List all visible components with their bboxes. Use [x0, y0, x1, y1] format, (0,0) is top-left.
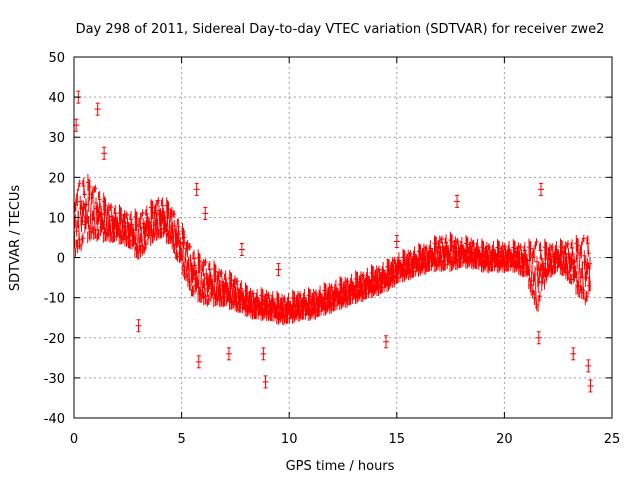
outlier-point	[238, 243, 245, 257]
outlier-point	[135, 319, 142, 333]
x-axis-label: GPS time / hours	[286, 459, 395, 474]
y-axis-label: SDTVAR / TECUs	[8, 185, 23, 292]
outlier-point	[585, 359, 592, 373]
x-tick-label: 25	[604, 432, 621, 447]
outlier-point	[202, 206, 209, 220]
y-tick-label: 20	[48, 171, 65, 186]
outlier-point	[454, 194, 461, 208]
outlier-point	[383, 335, 390, 349]
y-tick-label: 30	[48, 131, 65, 146]
y-tick-label: 40	[48, 91, 65, 106]
outlier-point	[260, 347, 267, 361]
chart-title: Day 298 of 2011, Sidereal Day-to-day VTE…	[76, 22, 605, 37]
axis-ticks: -40 -30 -20 -10 0 10 20 30 40 50 0 5 10 15 20 25	[44, 51, 621, 447]
outlier-point	[262, 375, 269, 389]
outlier-point	[570, 347, 577, 361]
x-tick-label: 10	[281, 432, 298, 447]
outlier-point	[193, 182, 200, 196]
y-tick-label: 0	[57, 252, 65, 267]
y-tick-label: -10	[44, 292, 65, 307]
y-tick-label: -40	[44, 412, 65, 427]
x-tick-label: 0	[70, 432, 78, 447]
x-tick-label: 20	[496, 432, 513, 447]
data-series	[73, 90, 594, 393]
x-tick-label: 5	[177, 432, 185, 447]
outlier-point	[537, 182, 544, 196]
outlier-point	[94, 102, 101, 116]
x-tick-label: 15	[389, 432, 406, 447]
outlier-point	[275, 263, 282, 277]
y-tick-label: 50	[48, 51, 65, 66]
y-tick-label: 10	[48, 211, 65, 226]
outlier-point	[587, 379, 594, 393]
y-tick-label: -20	[44, 332, 65, 347]
y-tick-label: -30	[44, 372, 65, 387]
plot-frame	[73, 56, 613, 419]
outlier-point	[535, 331, 542, 345]
outlier-point	[225, 347, 232, 361]
outlier-point	[101, 146, 108, 160]
sdtvar-band	[73, 174, 592, 326]
outlier-point	[393, 235, 400, 249]
outlier-point	[195, 355, 202, 369]
